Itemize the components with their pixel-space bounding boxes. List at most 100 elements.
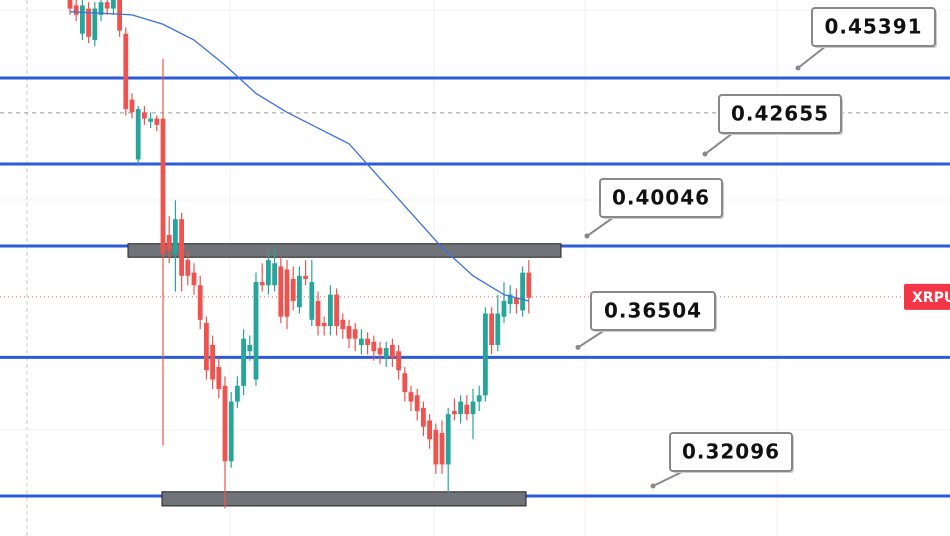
candle-body [526,272,532,298]
level-label: 0.36504 [604,299,702,323]
candle-body [334,294,339,327]
candle-body [222,385,228,462]
callout-pointer [652,470,685,487]
candle-body [98,2,104,15]
candle-body [464,404,470,415]
candle-body [272,263,277,286]
callout-box [599,178,723,218]
candle-body [383,348,389,358]
candle-body [216,366,222,389]
callout-dot [795,65,801,71]
candle-body [210,344,215,380]
candle-body [340,319,346,330]
candle-body [123,33,129,110]
candle-body [228,401,234,462]
zone [127,243,562,258]
candle-body [253,282,259,380]
candle-body [247,344,253,352]
candle-body [520,272,525,311]
candle-body [80,5,85,34]
callout-box [669,432,793,472]
level-label: 0.45391 [824,15,922,39]
candle-body [148,118,153,122]
candle-body [483,313,488,396]
candle-body [359,338,364,345]
candle-body [290,278,296,301]
candle-body [129,99,135,113]
candle-body [117,0,122,31]
candle-body [135,109,141,160]
callout-box [590,291,716,331]
candle-body [309,282,315,320]
candle-body [197,285,203,320]
candle-body [142,112,147,119]
level-label: 0.42655 [731,102,829,126]
candle-body [507,294,513,305]
candle-body [501,300,507,317]
candle-body [104,2,110,9]
candle-body [408,392,414,402]
candle-body [241,338,246,386]
candle-body [433,429,439,465]
level-label: 0.32096 [682,440,780,464]
candle-body [315,300,321,327]
candle-body [278,266,284,317]
candle-body [458,401,463,415]
candle-body [439,433,445,465]
candle-body [427,420,432,440]
candle-body [92,8,98,40]
candle-body [173,219,178,254]
candle-body [365,338,370,345]
candle-body [179,219,184,276]
candle-body [266,260,271,286]
candle-body [489,313,494,345]
callout-pointer [577,329,606,349]
candle-body [160,118,166,254]
candle-body [297,275,302,308]
candle-body [396,351,401,371]
candle-body [402,373,408,393]
callout-pointer [586,216,615,237]
candle-body [421,407,426,427]
callout-box [718,94,842,134]
candle-body [67,0,73,9]
callout-box [811,7,936,47]
callout-dot [584,233,590,239]
candle-body [86,8,91,37]
symbol-label: XRPU [912,290,950,306]
candle-body [390,344,395,358]
candle-body [321,322,327,327]
candle-body [235,385,240,402]
level-label: 0.40046 [612,186,710,210]
callout-dot [575,344,581,350]
zone [161,491,527,507]
moving-average [69,11,529,302]
callout-dot [702,151,708,157]
candle-body [495,313,501,345]
candle-body [414,395,420,411]
candle-body [185,260,191,276]
candle-body [328,294,333,327]
candle-body [346,326,352,339]
candle-body [452,410,457,415]
candle-body [377,348,383,355]
candle-body [166,234,172,251]
candle-body [476,395,482,402]
candle-body [352,329,358,339]
candle-body [73,5,79,15]
callout-pointer [797,45,827,69]
callout-pointer [704,132,734,155]
candle-body [111,0,116,9]
candle-body [371,341,377,352]
candle-body [204,322,209,371]
symbol-tag [904,283,950,310]
candle-body [259,282,265,286]
candle-body [303,275,308,279]
candle-body [191,272,197,286]
candle-body [284,269,290,317]
candle-body [154,118,160,125]
candle-body [445,414,451,465]
candle-body [514,297,519,305]
